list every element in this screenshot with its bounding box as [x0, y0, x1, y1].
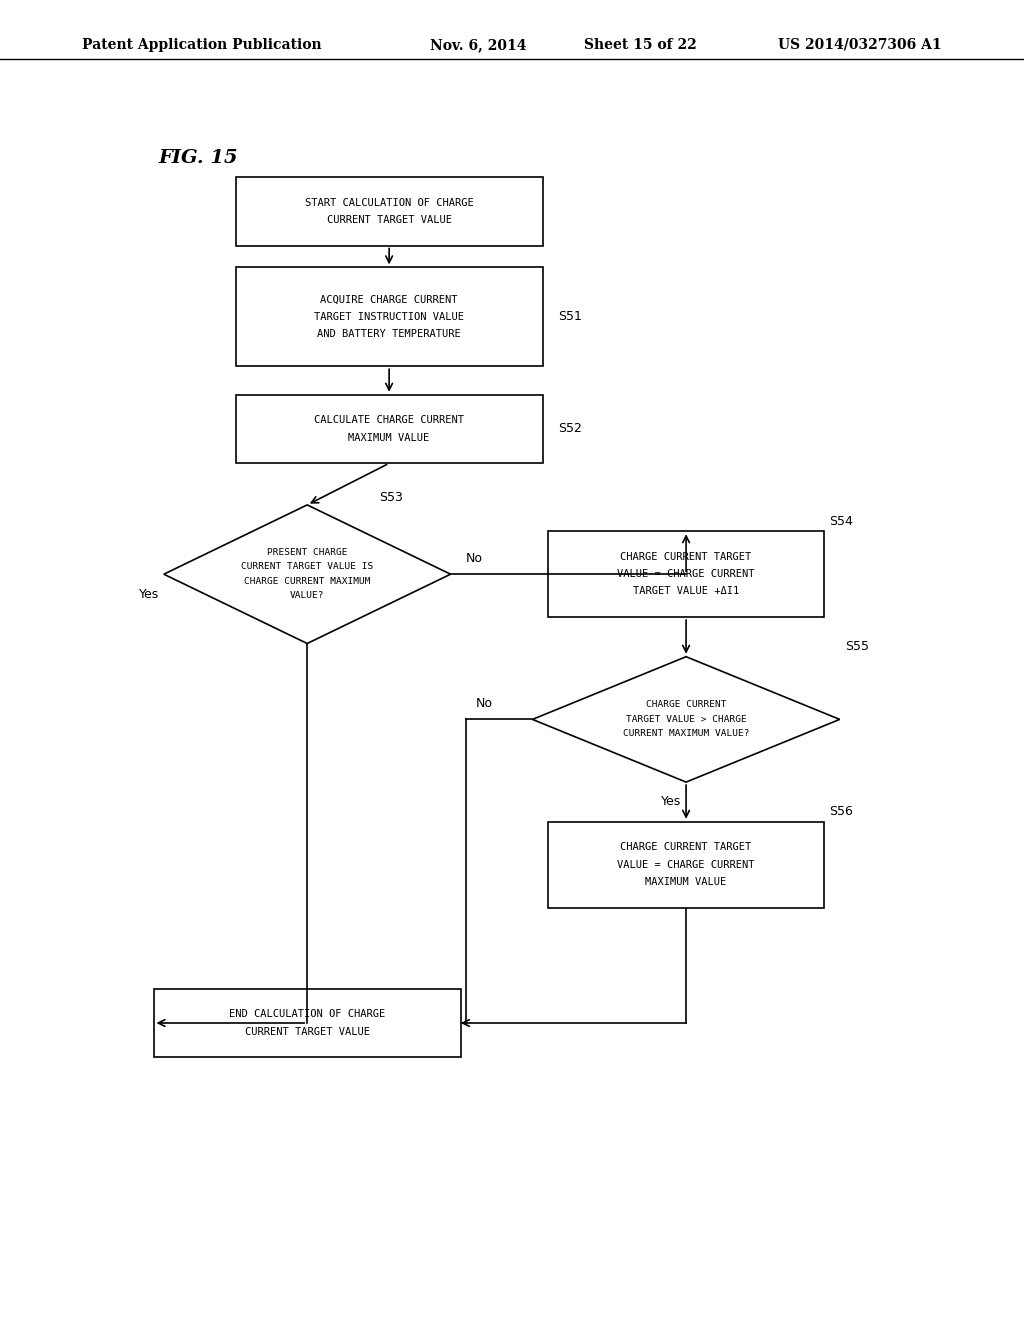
Text: VALUE = CHARGE CURRENT: VALUE = CHARGE CURRENT	[617, 569, 755, 579]
FancyBboxPatch shape	[236, 267, 543, 366]
Text: PRESENT CHARGE: PRESENT CHARGE	[267, 548, 347, 557]
Text: S56: S56	[829, 805, 853, 818]
Text: CALCULATE CHARGE CURRENT: CALCULATE CHARGE CURRENT	[314, 416, 464, 425]
Text: Yes: Yes	[138, 587, 159, 601]
Text: Sheet 15 of 22: Sheet 15 of 22	[584, 38, 696, 51]
Text: Yes: Yes	[660, 796, 681, 808]
Text: No: No	[476, 697, 494, 710]
Text: FIG. 15: FIG. 15	[159, 149, 239, 168]
Text: MAXIMUM VALUE: MAXIMUM VALUE	[348, 433, 430, 442]
Text: No: No	[466, 552, 483, 565]
Text: CURRENT TARGET VALUE IS: CURRENT TARGET VALUE IS	[241, 562, 374, 572]
Text: AND BATTERY TEMPERATURE: AND BATTERY TEMPERATURE	[317, 329, 461, 339]
Text: TARGET VALUE +ΔI1: TARGET VALUE +ΔI1	[633, 586, 739, 597]
FancyBboxPatch shape	[154, 989, 461, 1057]
Text: CURRENT TARGET VALUE: CURRENT TARGET VALUE	[245, 1027, 370, 1036]
Text: S55: S55	[845, 640, 868, 653]
Text: TARGET INSTRUCTION VALUE: TARGET INSTRUCTION VALUE	[314, 312, 464, 322]
Text: START CALCULATION OF CHARGE: START CALCULATION OF CHARGE	[305, 198, 473, 207]
Text: VALUE = CHARGE CURRENT: VALUE = CHARGE CURRENT	[617, 859, 755, 870]
Text: VALUE?: VALUE?	[290, 591, 325, 601]
Text: CHARGE CURRENT TARGET: CHARGE CURRENT TARGET	[621, 552, 752, 562]
Text: END CALCULATION OF CHARGE: END CALCULATION OF CHARGE	[229, 1010, 385, 1019]
Text: Patent Application Publication: Patent Application Publication	[82, 38, 322, 51]
Text: S52: S52	[558, 422, 582, 436]
FancyBboxPatch shape	[548, 821, 824, 908]
Text: MAXIMUM VALUE: MAXIMUM VALUE	[645, 876, 727, 887]
Text: S54: S54	[829, 515, 853, 528]
FancyBboxPatch shape	[236, 395, 543, 463]
FancyBboxPatch shape	[548, 532, 824, 618]
Text: TARGET VALUE > CHARGE: TARGET VALUE > CHARGE	[626, 715, 746, 723]
Text: CURRENT TARGET VALUE: CURRENT TARGET VALUE	[327, 215, 452, 224]
Polygon shape	[164, 506, 451, 644]
Text: US 2014/0327306 A1: US 2014/0327306 A1	[778, 38, 942, 51]
Polygon shape	[532, 656, 840, 781]
Text: S51: S51	[558, 310, 582, 323]
Text: CHARGE CURRENT MAXIMUM: CHARGE CURRENT MAXIMUM	[244, 577, 371, 586]
Text: ACQUIRE CHARGE CURRENT: ACQUIRE CHARGE CURRENT	[321, 294, 458, 305]
Text: Nov. 6, 2014: Nov. 6, 2014	[430, 38, 526, 51]
FancyBboxPatch shape	[236, 177, 543, 246]
Text: CHARGE CURRENT TARGET: CHARGE CURRENT TARGET	[621, 842, 752, 853]
Text: CHARGE CURRENT: CHARGE CURRENT	[646, 701, 726, 709]
Text: S53: S53	[379, 491, 402, 504]
Text: CURRENT MAXIMUM VALUE?: CURRENT MAXIMUM VALUE?	[623, 730, 750, 738]
